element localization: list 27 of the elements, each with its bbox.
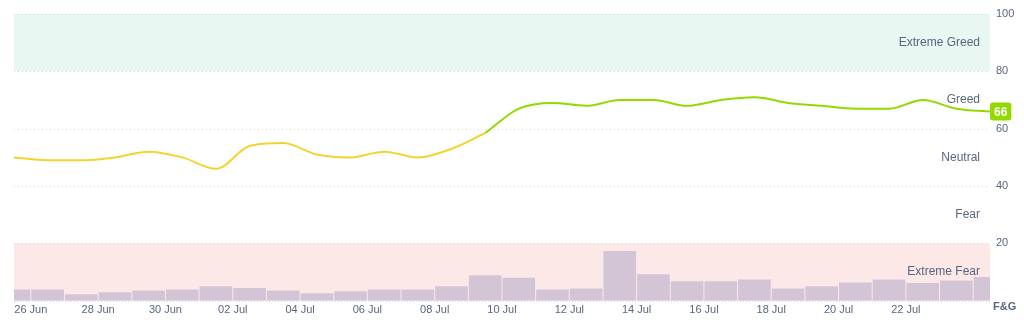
x-tick-label: 16 Jul — [689, 303, 719, 316]
x-tick-label: 18 Jul — [756, 303, 786, 316]
x-tick-label: 04 Jul — [285, 303, 315, 316]
x-tick-label: 10 Jul — [487, 303, 517, 316]
x-tick-label: 22 Jul — [891, 303, 921, 316]
data-label: 66 — [993, 104, 1008, 119]
x-tick-label: 02 Jul — [218, 303, 248, 316]
annotation: Greed — [946, 92, 980, 107]
y-tick-label: 60 — [996, 121, 1009, 134]
annotation: Fear — [955, 207, 980, 222]
x-tick-label: 12 Jul — [554, 303, 584, 316]
y-axis-title: F&G — [993, 299, 1017, 312]
x-tick-label: 30 Jun — [148, 303, 182, 316]
y-tick-label: 80 — [996, 64, 1009, 77]
band-label: Extreme Greed — [898, 34, 980, 49]
x-tick-label: 26 Jun — [14, 303, 48, 316]
x-tick-label: 08 Jul — [420, 303, 450, 316]
band-label: Extreme Fear — [907, 264, 980, 279]
annotation: Neutral — [941, 149, 980, 164]
x-tick-label: 20 Jul — [823, 303, 854, 316]
x-tick-label: 06 Jul — [352, 303, 383, 316]
y-tick-label: 100 — [996, 7, 1015, 20]
y-tick-label: 20 — [996, 236, 1009, 249]
y-tick-label: 40 — [996, 179, 1009, 192]
x-tick-label: 28 Jun — [81, 303, 115, 316]
x-tick-label: 14 Jul — [621, 303, 652, 316]
line-series — [14, 132, 487, 170]
